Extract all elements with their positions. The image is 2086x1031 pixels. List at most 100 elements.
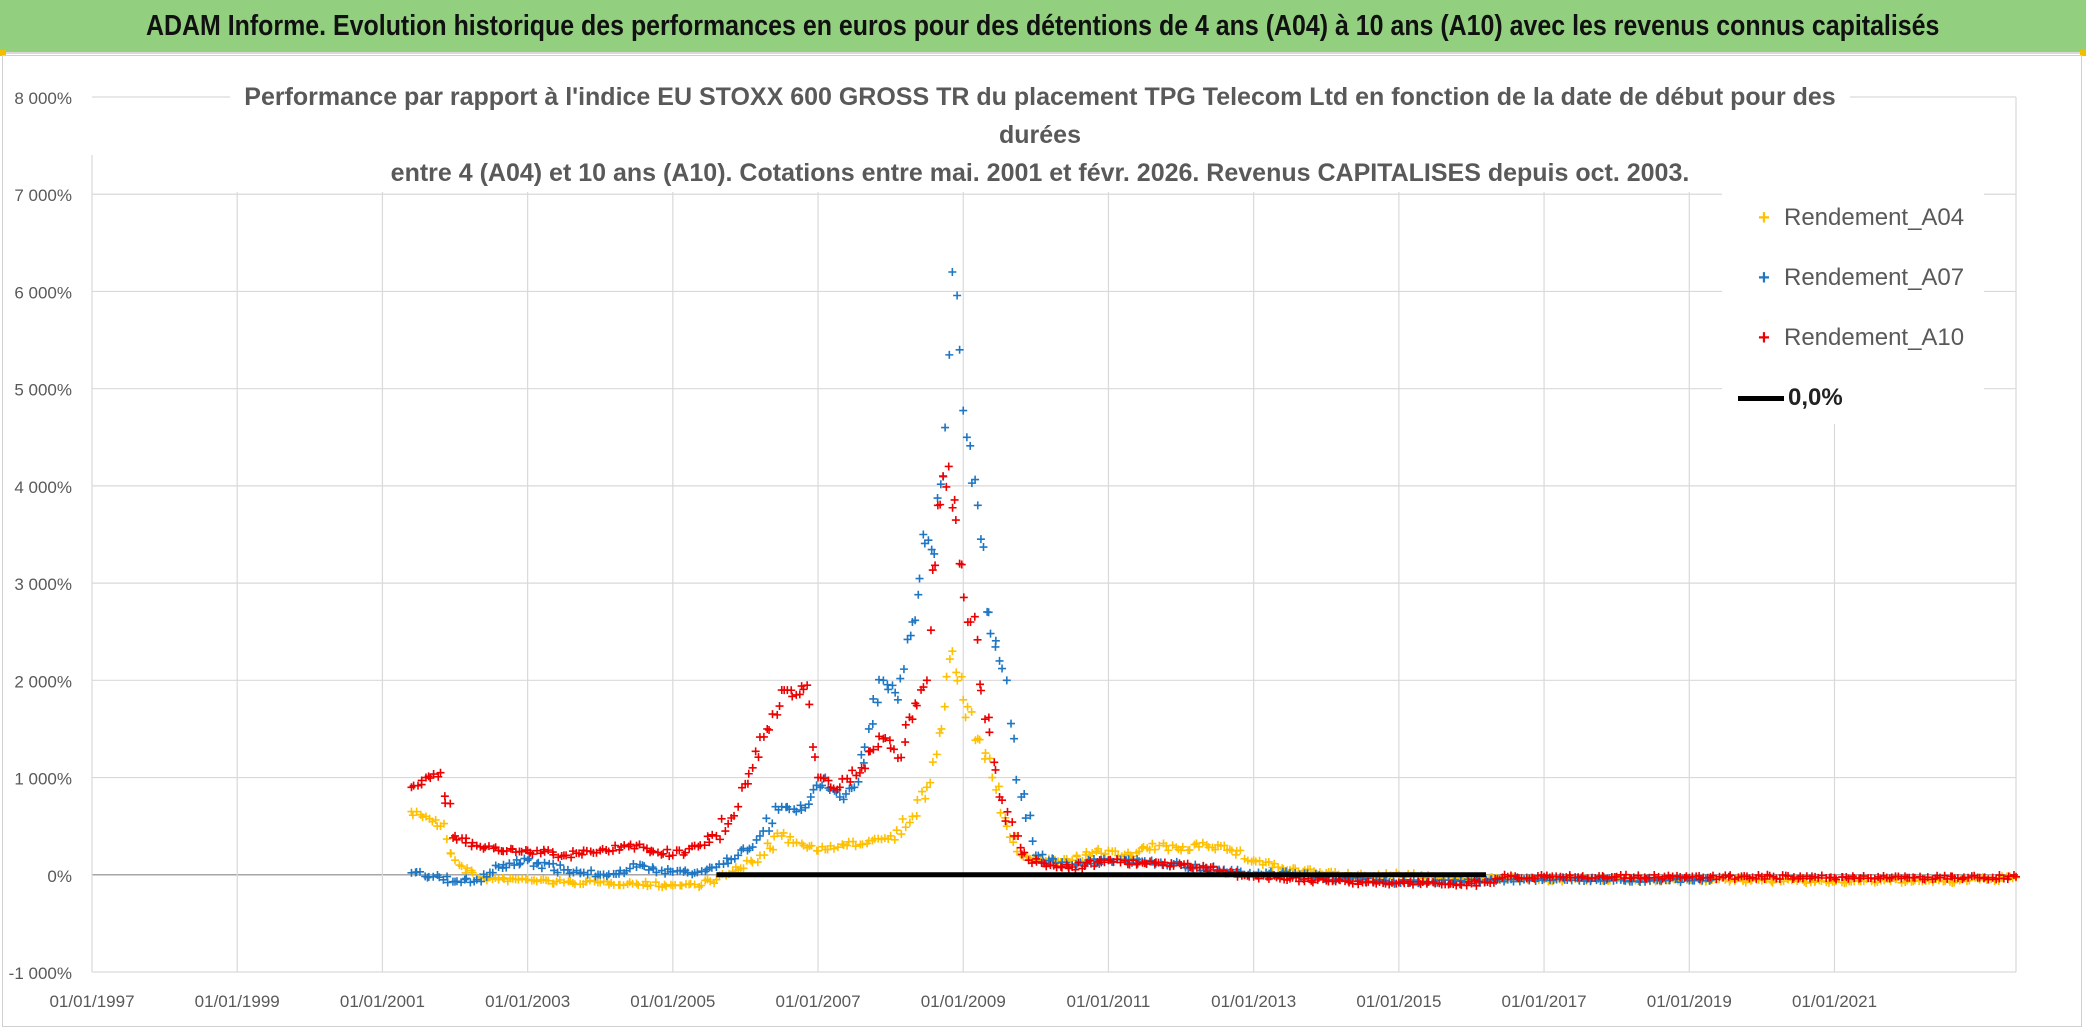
series-marker [1578,872,1587,881]
data-point [712,831,721,840]
series-marker [1923,873,1932,882]
series-marker [1001,817,1010,826]
series-marker [818,781,827,790]
series-marker [1225,845,1234,854]
series-marker [556,861,565,870]
series-marker [940,702,949,711]
series-marker [1307,876,1316,885]
series-marker [630,844,639,853]
series-marker [805,700,814,709]
data-point [1010,734,1019,743]
series-marker [1577,873,1586,882]
series-marker [663,845,672,854]
series-marker [905,818,914,827]
data-point [1155,841,1164,850]
legend-item-a07: + Rendement_A07 [1744,263,1964,293]
series-marker [491,843,500,852]
series-marker [1765,871,1774,880]
series-marker [979,543,988,552]
series-marker [948,503,957,512]
series-marker [708,830,717,839]
series-marker [838,840,847,849]
series-marker [919,683,928,692]
series-marker [625,864,634,873]
series-marker [470,877,479,886]
series-marker [693,868,702,877]
series-marker [1472,881,1481,890]
series-marker [661,869,670,878]
series-marker [912,811,921,820]
series-marker [488,868,497,877]
series-marker [788,692,797,701]
series-marker [1028,837,1037,846]
series-marker [1116,858,1125,867]
data-point [1002,822,1011,831]
series-marker [774,805,783,814]
data-point [893,695,902,704]
series-marker [885,736,894,745]
series-marker [1194,842,1203,851]
series-marker [730,854,739,863]
series-marker [659,849,668,858]
series-marker [1964,873,1973,882]
series-marker [515,860,524,869]
x-tick-label: 01/01/2013 [1211,992,1296,1011]
series-marker [1910,873,1919,882]
y-tick-label: 4 000% [14,478,72,497]
series-marker [996,808,1005,817]
series-marker [809,785,818,794]
series-marker [743,779,752,788]
y-tick-label: 0% [47,867,72,886]
series-marker [677,881,686,890]
series-marker [1042,862,1051,871]
series-marker [896,674,905,683]
series-marker [435,873,444,882]
legend-marker-a10: + [1758,326,1770,349]
series-marker [892,826,901,835]
series-marker [963,702,972,711]
series-marker [700,841,709,850]
series-marker [1072,852,1081,861]
series-marker [1243,856,1252,865]
series-marker [731,863,740,872]
series-marker [888,681,897,690]
series-marker [1139,842,1148,851]
data-point [988,773,997,782]
series-marker [1609,876,1618,885]
series-marker [906,631,915,640]
series-marker [829,784,838,793]
series-marker [901,738,910,747]
series-marker [807,841,816,850]
series-marker [1767,877,1776,886]
series-marker [868,719,877,728]
series-marker [567,853,576,862]
legend-marker-a04: + [1758,206,1770,229]
series-marker [1255,856,1264,865]
series-marker [528,850,537,859]
series-marker [983,607,992,616]
series-marker [1859,872,1868,881]
series-marker [502,863,511,872]
series-marker [1409,880,1418,889]
series-marker [874,742,883,751]
series-marker [694,842,703,851]
series-marker [765,826,774,835]
data-point [955,345,964,354]
series-marker [1021,814,1030,823]
data-point [948,647,957,656]
x-tick-label: 01/01/2005 [630,992,715,1011]
series-marker [2004,872,2013,881]
series-marker [502,846,511,855]
series-marker [1026,811,1035,820]
series-rendement-a10 [407,462,2020,890]
series-marker [1832,875,1841,884]
series-marker [1887,873,1896,882]
series-marker [959,406,968,415]
series-rendement-a07 [407,268,1716,888]
series-marker [544,876,553,885]
series-marker [681,848,690,857]
data-point [451,831,460,840]
series-marker [417,776,426,785]
series-marker [875,675,884,684]
